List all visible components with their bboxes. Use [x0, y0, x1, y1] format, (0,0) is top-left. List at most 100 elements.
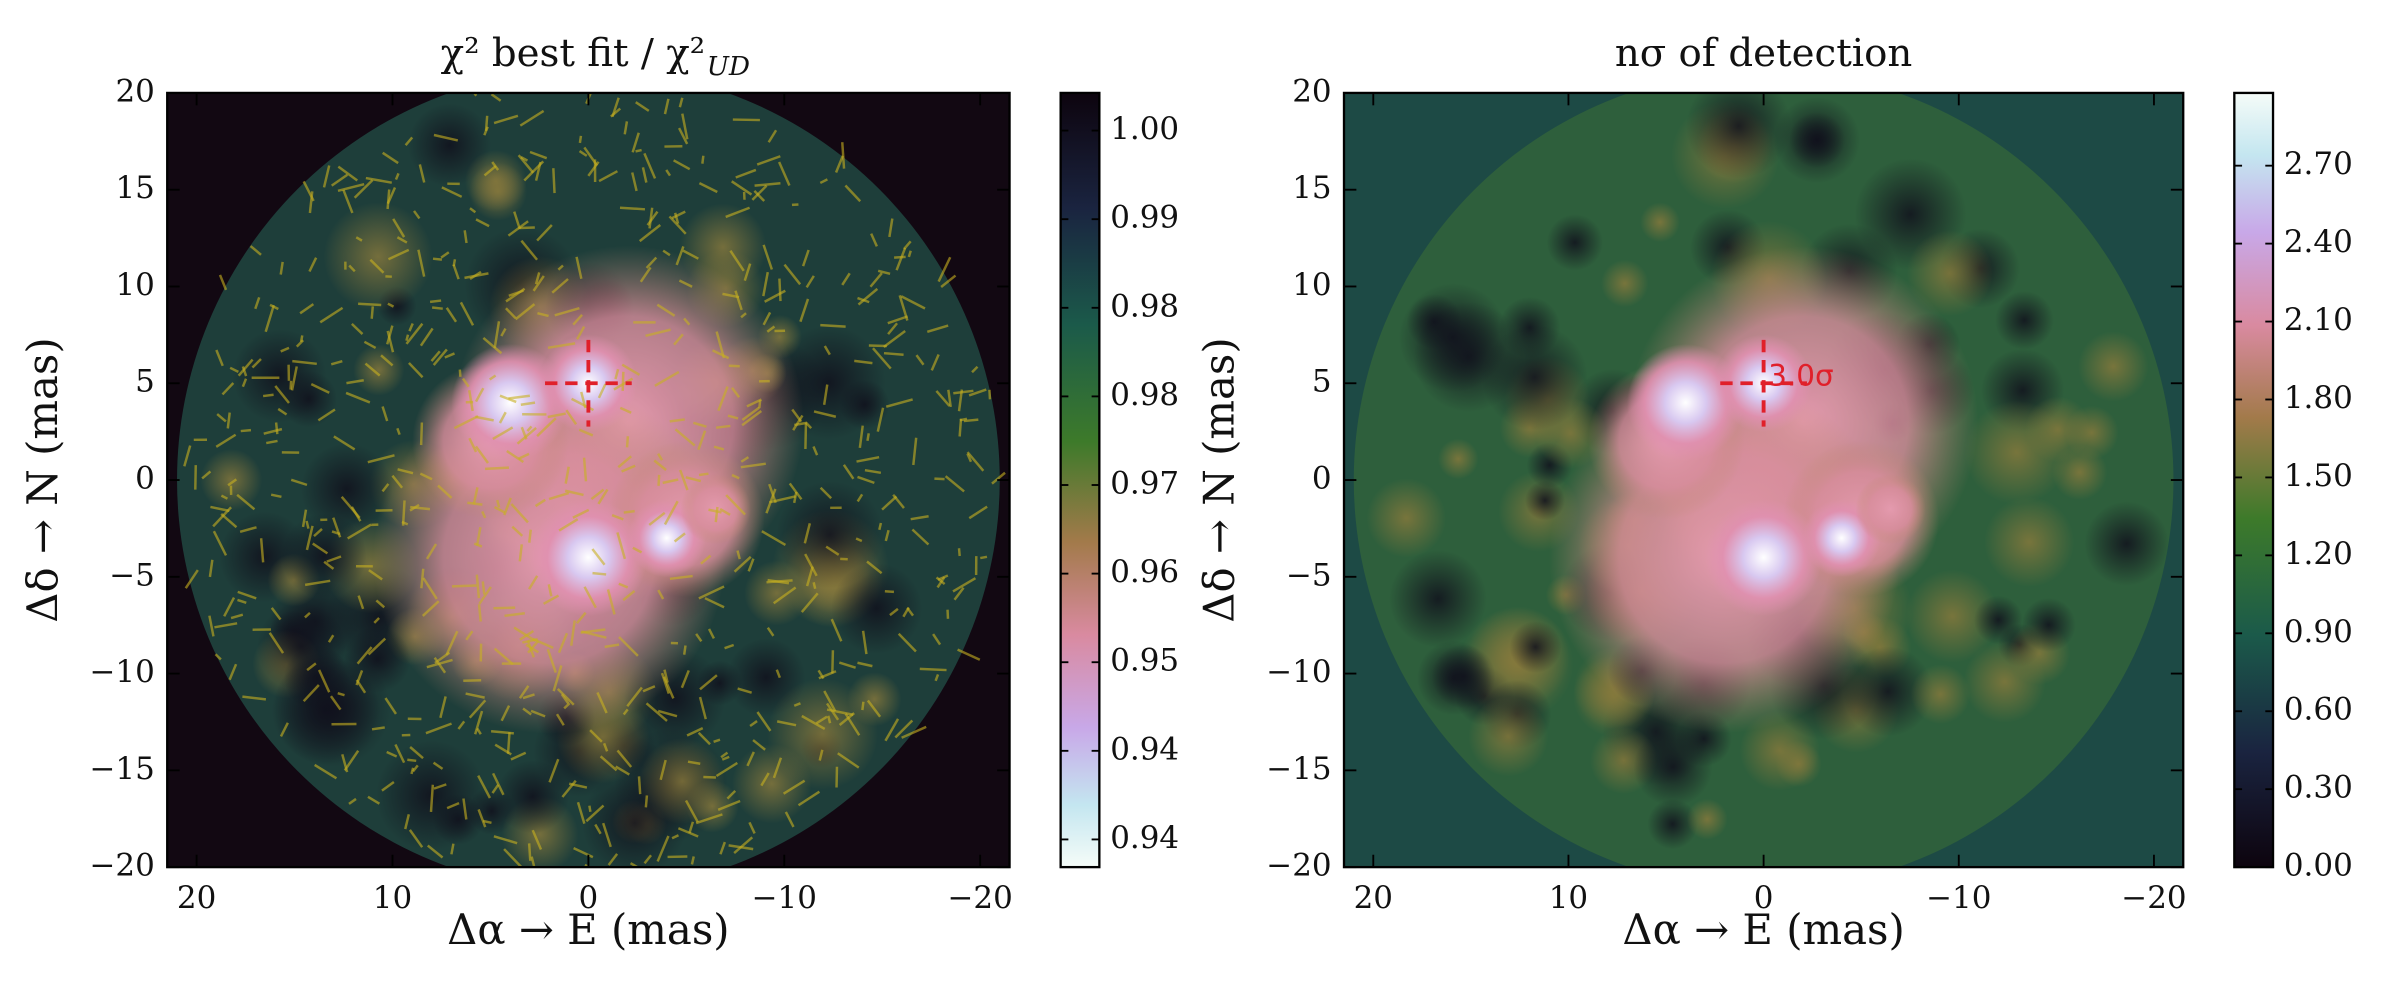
residual-vector — [558, 518, 579, 532]
colorbar-tick-label: 0.97 — [1110, 466, 1179, 502]
residual-vector — [665, 169, 672, 177]
residual-vector — [741, 406, 760, 421]
residual-vector — [397, 468, 414, 475]
residual-vector — [621, 464, 636, 473]
residual-vector — [421, 600, 440, 617]
colorbar-tick-label: 1.50 — [2284, 458, 2353, 494]
residual-vector — [444, 352, 455, 359]
residual-vector — [430, 350, 441, 362]
residual-vector — [429, 299, 442, 304]
residual-vector — [937, 256, 952, 283]
colorbar-tick-label: 1.20 — [2284, 536, 2353, 572]
residual-vector — [857, 287, 879, 306]
residual-vector — [483, 165, 497, 177]
residual-vector — [391, 474, 404, 489]
residual-vector — [619, 206, 646, 211]
residual-vector — [510, 503, 529, 524]
y-tick-label: −10 — [1266, 654, 1331, 690]
residual-vector — [613, 377, 634, 391]
x-tick-label: −20 — [948, 880, 1013, 916]
residual-vector — [735, 168, 757, 179]
residual-vector — [889, 607, 899, 617]
residual-vector — [701, 155, 705, 164]
residual-vector — [425, 543, 438, 560]
heatmap-blob — [776, 480, 884, 589]
residual-vector — [500, 705, 511, 722]
x-axis-label: Δα → E (mas) — [1622, 905, 1904, 954]
residual-vector — [687, 760, 701, 765]
residual-vector — [885, 398, 913, 408]
heatmap-blob — [2024, 396, 2091, 463]
x-tick-label: 0 — [579, 880, 599, 916]
residual-vector — [477, 775, 492, 799]
residual-vector — [903, 240, 912, 250]
residual-vector — [752, 739, 766, 751]
residual-vector — [698, 696, 707, 720]
residual-vector — [907, 250, 912, 258]
residual-vector — [381, 406, 389, 422]
heatmap-blob — [200, 448, 263, 511]
residual-vector — [657, 589, 665, 600]
residual-vector — [751, 184, 768, 201]
x-tick-label: 0 — [1754, 880, 1774, 916]
residual-vector — [932, 633, 942, 646]
residual-vector — [697, 430, 707, 451]
residual-vector — [547, 584, 553, 597]
residual-vector — [426, 844, 444, 859]
residual-vector — [183, 445, 192, 467]
residual-vector — [317, 408, 336, 422]
residual-vector — [668, 215, 687, 235]
residual-vector — [988, 389, 992, 400]
residual-vector — [700, 554, 712, 565]
residual-vector — [239, 526, 257, 534]
residual-vector — [214, 622, 238, 629]
residual-vector — [412, 764, 419, 773]
residual-vector — [805, 275, 815, 289]
residual-vector — [590, 488, 605, 501]
residual-vector — [617, 455, 632, 469]
residual-vector — [440, 251, 450, 259]
residual-vector — [401, 520, 409, 526]
residual-vector — [548, 758, 560, 783]
y-tick-label: 10 — [1292, 267, 1331, 303]
residual-vector — [719, 508, 731, 516]
residual-vector — [887, 315, 909, 325]
residual-vector — [277, 407, 288, 416]
residual-vector — [888, 218, 894, 238]
residual-vector — [680, 669, 690, 689]
residual-vector — [513, 211, 521, 230]
residual-vector — [646, 210, 659, 226]
residual-vector — [883, 351, 904, 356]
residual-vector — [241, 366, 248, 377]
residual-vector — [560, 693, 570, 705]
residual-vector — [607, 853, 619, 866]
residual-vector — [869, 272, 883, 288]
residual-vector — [387, 248, 410, 261]
residual-vector — [210, 505, 230, 513]
residual-vector — [519, 109, 545, 127]
heatmap-blob — [1973, 595, 2023, 645]
residual-vector — [820, 323, 846, 328]
colorbar-tick-label: 0.90 — [2284, 614, 2353, 650]
residual-vector — [578, 428, 594, 437]
residual-vector — [452, 264, 460, 280]
residual-vector — [866, 699, 882, 718]
residual-vector — [776, 720, 797, 727]
residual-vector — [514, 303, 536, 321]
residual-vector — [221, 382, 235, 396]
residual-vector — [386, 189, 391, 210]
colorbar-tick-label: 0.99 — [1110, 200, 1179, 236]
annotation: 3.0σ — [1768, 359, 1833, 393]
residual-vector — [762, 244, 774, 270]
residual-vector — [356, 646, 373, 665]
residual-vector — [409, 746, 424, 760]
residual-vector — [394, 172, 400, 181]
residual-vector — [528, 575, 539, 590]
residual-vector — [623, 121, 629, 135]
x-tick-label: −10 — [752, 880, 817, 916]
residual-vector — [740, 462, 766, 469]
residual-vector — [895, 247, 907, 271]
residual-vector — [477, 808, 487, 828]
residual-vector — [290, 478, 308, 487]
residual-vector — [762, 271, 769, 297]
